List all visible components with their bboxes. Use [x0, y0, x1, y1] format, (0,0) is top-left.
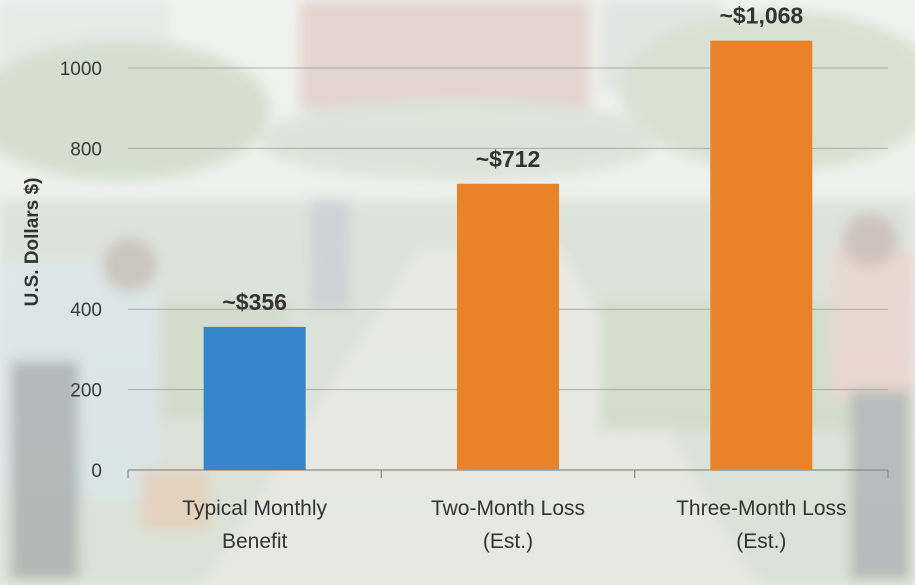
x-tick-label-line: Benefit — [222, 530, 288, 553]
data-label: ~$1,068 — [719, 3, 803, 29]
bar — [710, 40, 813, 470]
x-tick-label-line: Three-Month Loss — [676, 497, 846, 520]
y-axis-title: U.S. Dollars $) — [22, 178, 43, 307]
x-tick-label-line: Two-Month Loss — [431, 497, 585, 520]
y-tick-label: 0 — [91, 461, 102, 482]
x-tick-label-line: (Est.) — [483, 530, 533, 553]
x-tick-label-line: Typical Monthly — [182, 497, 327, 520]
x-tick-label-line: (Est.) — [736, 530, 786, 553]
y-tick-label: 800 — [70, 139, 102, 160]
y-tick-label: 1000 — [60, 59, 102, 80]
data-label: ~$356 — [222, 289, 287, 315]
bar — [457, 183, 559, 470]
y-tick-label: 400 — [70, 300, 102, 321]
x-tick-label: Typical Monthly Benefit — [182, 497, 327, 553]
labels: 0 200 400 800 1000 ~$356 Typical Monthly Benefi… — [60, 3, 847, 553]
x-tick-label: Three-Month Loss (Est.) — [676, 497, 846, 553]
bars — [203, 40, 813, 470]
x-tick-label: Two-Month Loss (Est.) — [431, 497, 585, 553]
y-tick-label: 200 — [70, 381, 102, 402]
data-label: ~$712 — [476, 146, 541, 172]
bar — [203, 326, 306, 470]
